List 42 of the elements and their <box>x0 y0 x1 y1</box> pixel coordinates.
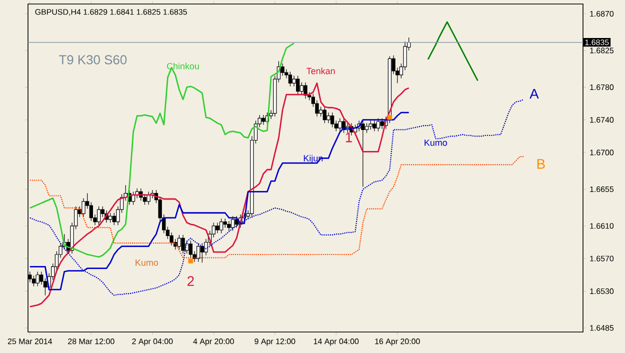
candlestick <box>368 120 372 130</box>
candlestick <box>188 240 193 258</box>
candlestick <box>219 218 224 234</box>
candlestick <box>322 106 326 124</box>
annotation: Tenkan <box>306 68 335 74</box>
candlestick <box>296 75 300 95</box>
candlestick <box>326 112 330 124</box>
candlestick <box>216 222 220 234</box>
candlestick <box>181 234 185 254</box>
candlestick <box>318 106 323 117</box>
candlestick <box>200 242 204 263</box>
annotation: 1 <box>346 132 352 142</box>
candlestick <box>372 120 376 132</box>
candlestick <box>89 202 93 222</box>
annotation: T9 K30 S60 <box>59 55 127 64</box>
candlestick <box>364 122 369 134</box>
candlestick <box>330 112 334 128</box>
candlestick <box>338 118 342 132</box>
candlestick <box>288 71 292 87</box>
candlestick <box>177 234 182 250</box>
candlestick <box>280 63 284 76</box>
annotation: Chinkou <box>167 62 199 70</box>
candlestick <box>43 278 48 296</box>
candlestick <box>82 198 86 218</box>
candlestick <box>112 212 116 226</box>
candlestick <box>96 206 101 226</box>
annotation: Kumo <box>424 140 447 146</box>
candlestick <box>227 220 231 232</box>
candlestick <box>36 271 40 287</box>
annotation: A <box>530 88 539 99</box>
candlestick <box>146 191 150 206</box>
candlestick <box>300 82 304 95</box>
candlestick <box>262 114 266 126</box>
candlestick <box>32 275 36 287</box>
candlestick <box>376 118 380 132</box>
candlestick <box>230 216 235 232</box>
annotation: 2 <box>188 276 194 286</box>
candlestick <box>361 120 365 188</box>
candlestick <box>196 242 200 262</box>
annotation: Kumo <box>136 260 158 266</box>
annotation: B <box>537 159 545 169</box>
candlestick <box>380 118 384 130</box>
